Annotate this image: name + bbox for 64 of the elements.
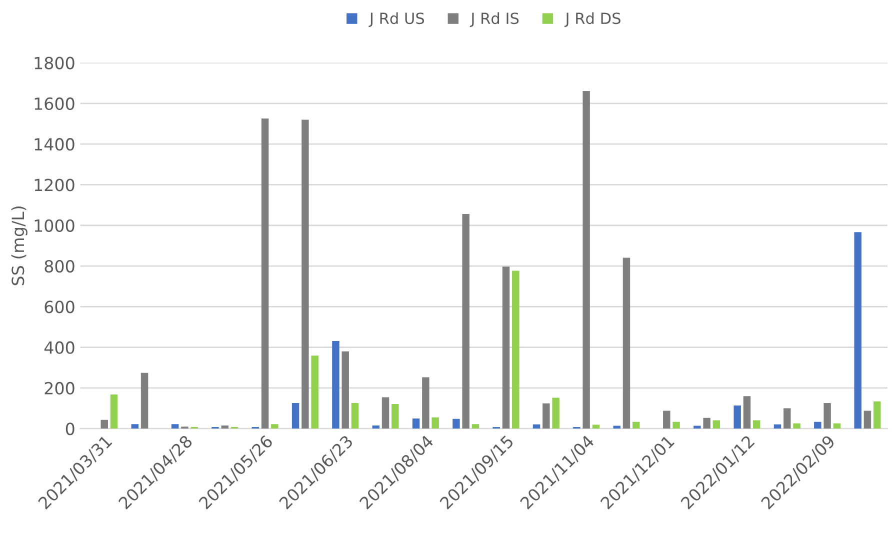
bar <box>462 214 470 429</box>
bar <box>542 403 550 429</box>
bar <box>131 424 139 429</box>
bar <box>100 420 108 429</box>
bar <box>712 420 720 429</box>
bar <box>854 232 862 429</box>
bar <box>833 423 841 429</box>
bar <box>372 426 380 429</box>
bar <box>472 424 480 429</box>
y-tick-label: 0 <box>66 422 74 436</box>
legend-label: J Rd US <box>368 12 424 27</box>
bar <box>703 418 710 429</box>
bar <box>271 424 278 429</box>
bar <box>532 424 540 429</box>
bar <box>292 403 300 429</box>
bar <box>422 377 430 429</box>
bar <box>743 396 751 429</box>
bar <box>784 408 791 429</box>
y-tick-label: 1800 <box>34 56 74 70</box>
bar <box>734 405 741 429</box>
bar <box>452 418 460 429</box>
bar <box>663 410 670 429</box>
bar <box>824 403 831 429</box>
bar <box>582 91 590 429</box>
bar <box>412 418 420 429</box>
bar <box>502 266 510 429</box>
bar <box>432 417 439 429</box>
bar <box>622 258 630 429</box>
bar <box>632 422 640 429</box>
bar <box>752 420 760 429</box>
bar <box>342 351 349 429</box>
bar <box>774 424 782 429</box>
y-tick-label: 400 <box>44 341 74 354</box>
bar <box>261 118 269 429</box>
legend-label: J Rd IS <box>470 12 519 27</box>
y-tick-label: 1000 <box>34 219 74 232</box>
bar <box>672 422 680 429</box>
bar <box>140 372 148 429</box>
y-tick-label: 200 <box>44 382 74 395</box>
bar <box>311 356 318 429</box>
bar <box>864 410 872 429</box>
bar <box>793 423 800 429</box>
y-tick-label: 1600 <box>34 97 74 110</box>
y-tick-label: 600 <box>44 300 74 314</box>
legend-label: J Rd DS <box>564 12 620 27</box>
bar <box>694 426 701 429</box>
bar <box>392 404 399 429</box>
bar <box>512 270 520 429</box>
y-tick-label: 800 <box>44 260 74 273</box>
bar <box>110 394 118 429</box>
bar <box>873 401 881 429</box>
y-tick-label: 1200 <box>34 178 74 192</box>
y-tick-label: 1400 <box>34 138 74 151</box>
y-axis-title: SS (mg/L) <box>11 206 28 286</box>
bar <box>332 341 340 429</box>
bar <box>814 422 822 429</box>
bar <box>592 424 600 429</box>
bar <box>382 397 390 429</box>
bar <box>613 426 620 429</box>
bar <box>552 398 560 429</box>
bar <box>221 426 228 429</box>
bar <box>171 424 179 429</box>
bar <box>302 120 309 429</box>
bar <box>351 403 359 429</box>
